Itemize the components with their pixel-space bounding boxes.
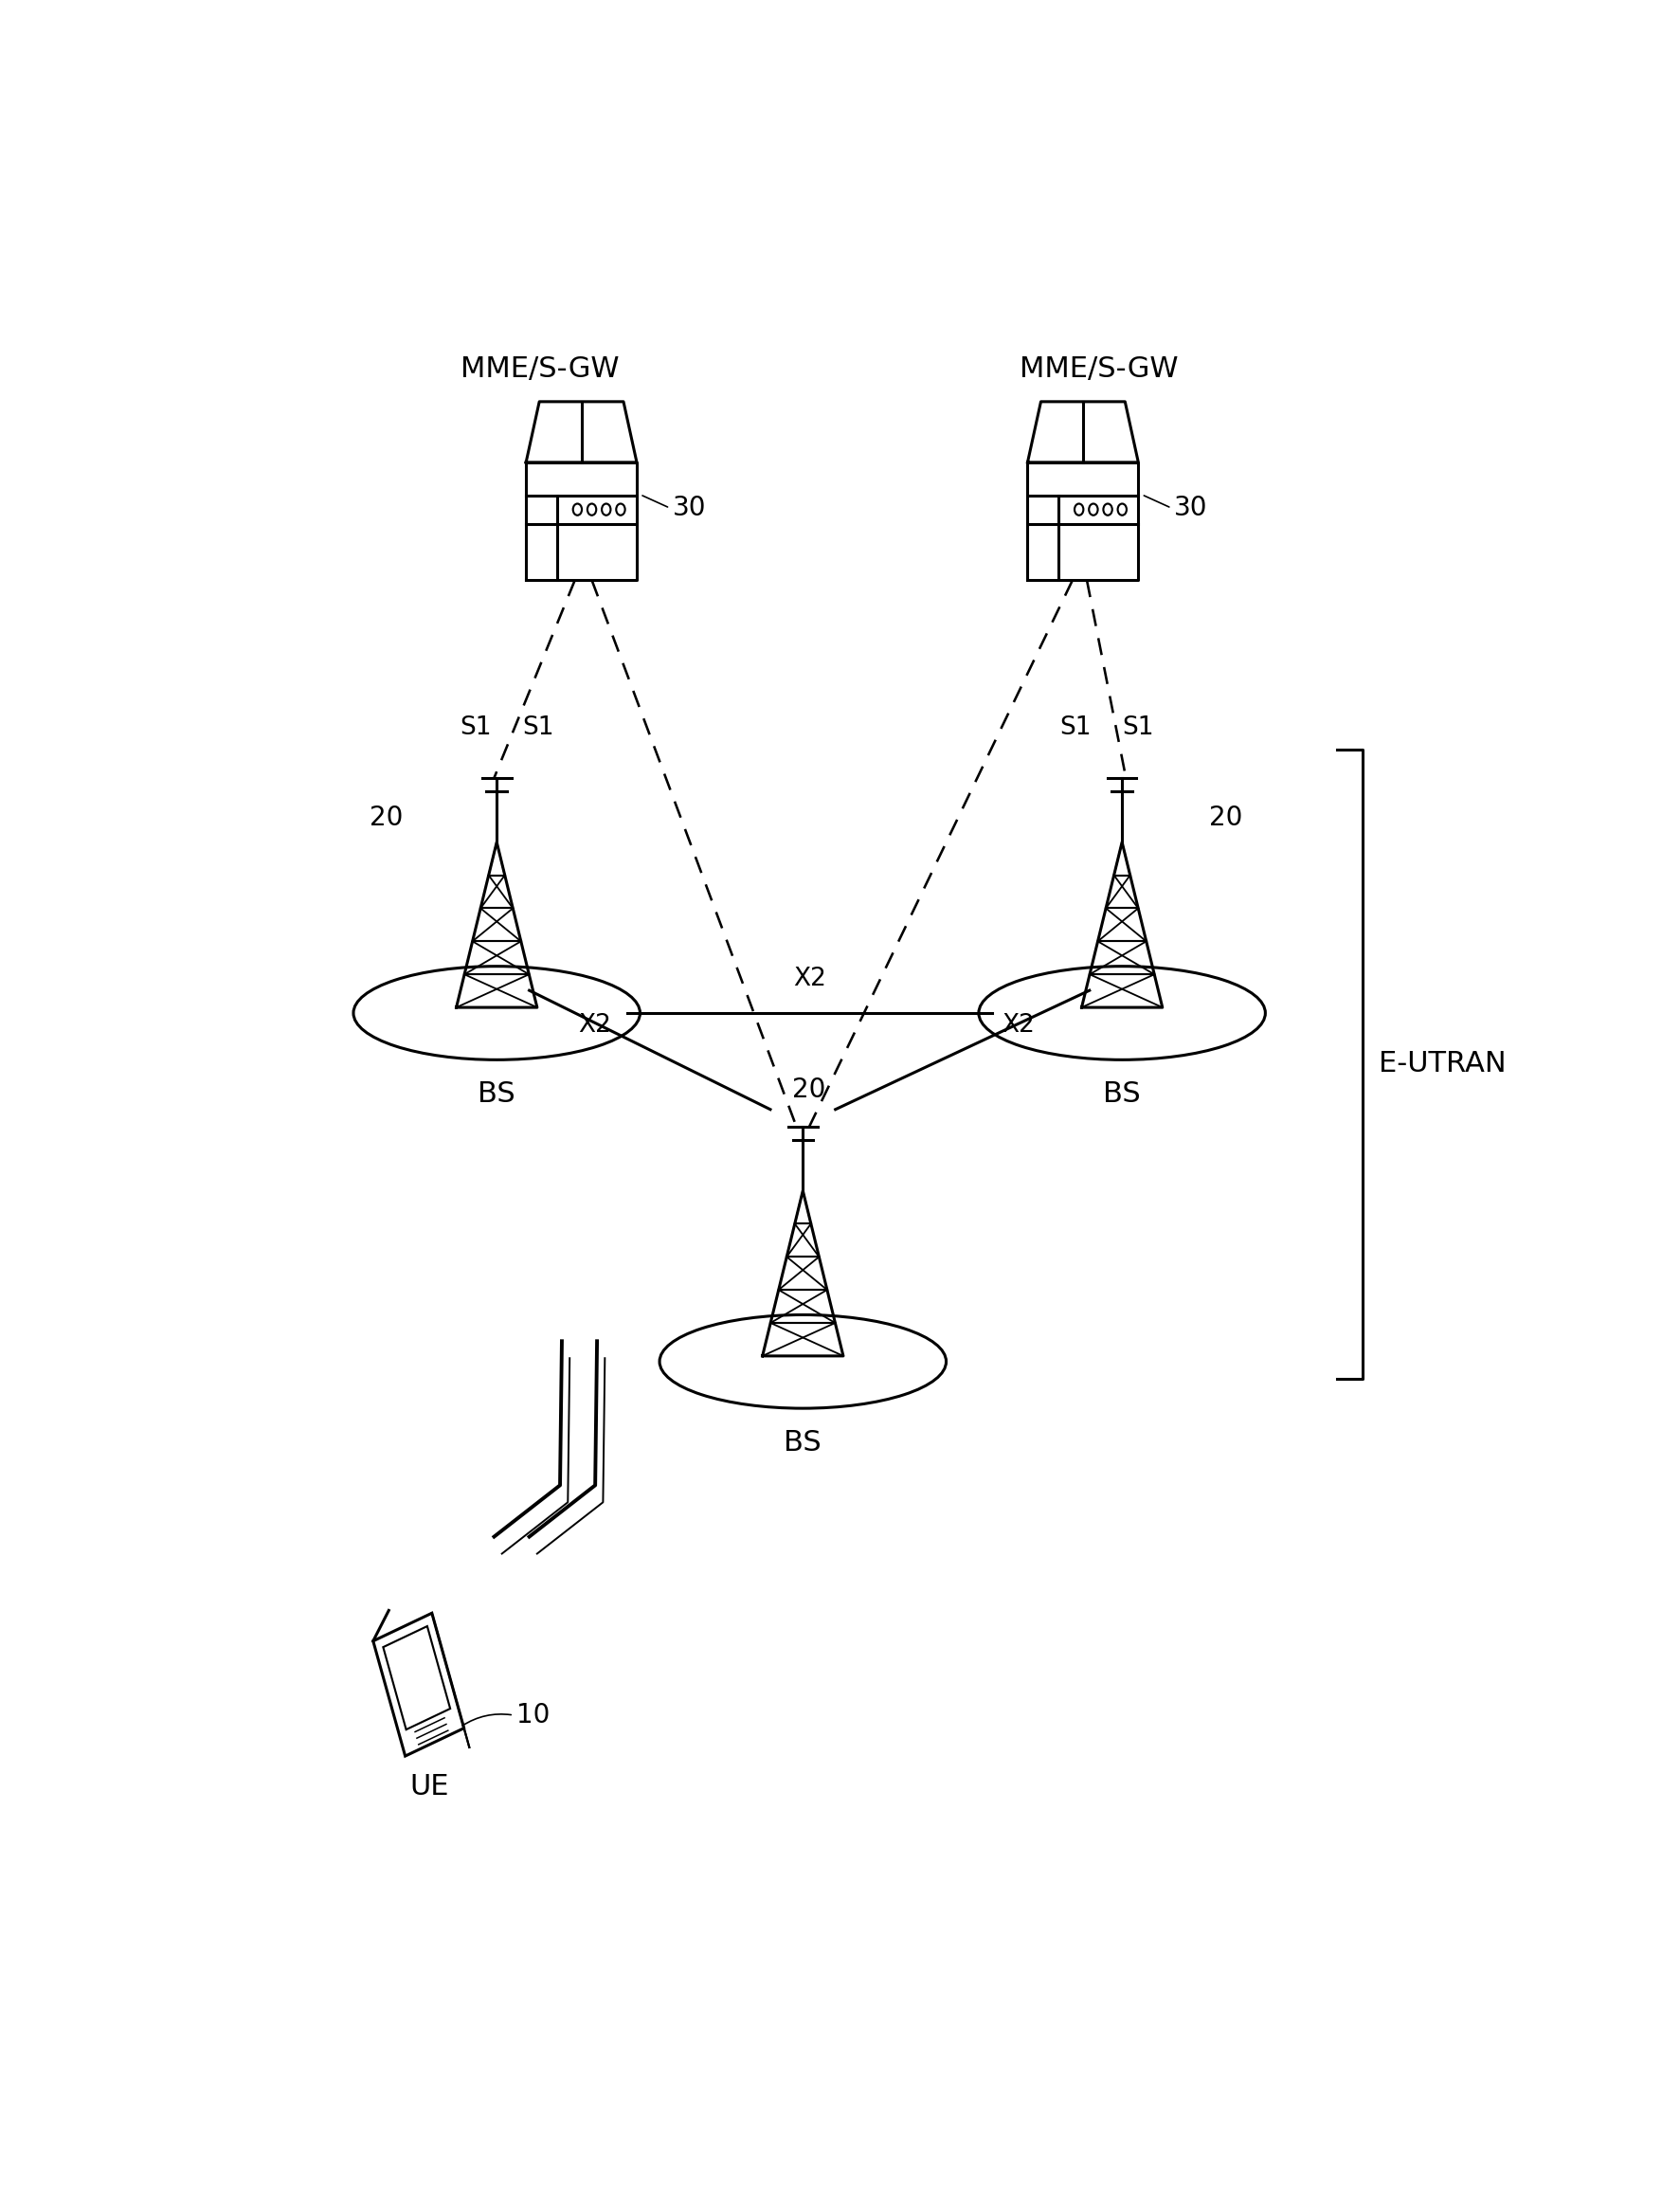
Text: S1: S1 — [1121, 715, 1152, 740]
Text: BS: BS — [1102, 1080, 1141, 1108]
Text: 20: 20 — [1210, 804, 1242, 830]
Text: 20: 20 — [370, 804, 403, 830]
Text: 20: 20 — [793, 1075, 825, 1102]
Text: E-UTRAN: E-UTRAN — [1378, 1051, 1505, 1078]
Text: MME/S-GW: MME/S-GW — [460, 355, 618, 382]
Text: S1: S1 — [1058, 715, 1090, 740]
Text: 10: 10 — [516, 1702, 549, 1729]
Text: X2: X2 — [1001, 1013, 1033, 1038]
Text: BS: BS — [783, 1429, 822, 1455]
Text: UE: UE — [410, 1773, 449, 1800]
Text: 30: 30 — [672, 495, 706, 521]
Text: 30: 30 — [1173, 495, 1208, 521]
Text: MME/S-GW: MME/S-GW — [1018, 355, 1178, 382]
Text: X2: X2 — [793, 967, 825, 991]
Text: BS: BS — [477, 1080, 516, 1108]
Text: X2: X2 — [578, 1013, 610, 1038]
Text: S1: S1 — [460, 715, 492, 740]
Text: S1: S1 — [522, 715, 554, 740]
